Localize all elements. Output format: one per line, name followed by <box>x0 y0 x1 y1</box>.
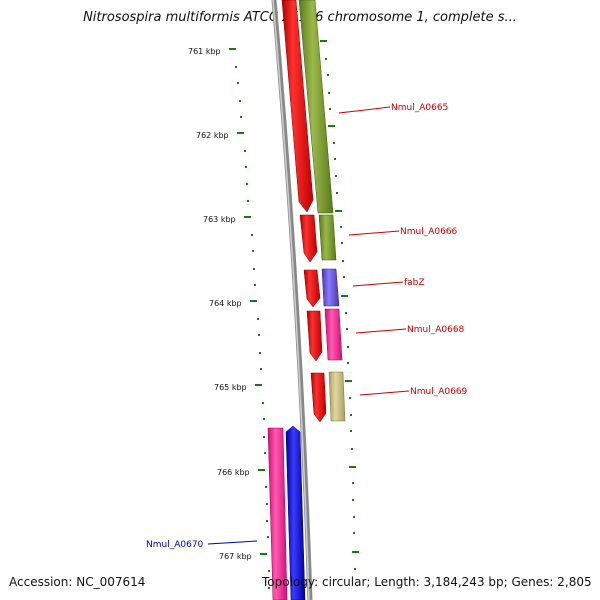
callout-line-nmul-a0665 <box>338 106 391 114</box>
gene-callout-lines <box>207 106 410 545</box>
accession-text: Accession: NC_007614 <box>9 575 146 589</box>
gene-feature-fabz[interactable] <box>321 268 340 307</box>
gene-track-outer <box>298 0 346 422</box>
gene-feature-nmul-a0670-cds[interactable] <box>285 425 306 600</box>
gene-label-fabz[interactable]: fabZ <box>404 278 425 288</box>
tick-label-767: 767 kbp <box>219 552 252 561</box>
topology-text: Topology: circular; Length: 3,184,243 bp… <box>262 575 592 589</box>
gene-labels: Nmul_A0665 Nmul_A0666 fabZ Nmul_A0668 Nm… <box>146 103 468 550</box>
gene-label-nmul-a0668[interactable]: Nmul_A0668 <box>407 325 465 335</box>
gene-track-left <box>267 425 306 600</box>
gene-feature-nmul-a0665[interactable] <box>298 0 334 214</box>
gene-feature-nmul-a0669-cds[interactable] <box>310 372 327 423</box>
gene-label-nmul-a0665[interactable]: Nmul_A0665 <box>391 103 448 113</box>
tick-label-765: 765 kbp <box>214 383 247 392</box>
tick-label-766: 766 kbp <box>217 468 250 477</box>
chromosome-backbone-highlight <box>272 0 310 600</box>
gene-feature-nmul-a0665-cds[interactable] <box>281 0 314 213</box>
scale-ticks-right <box>320 40 359 570</box>
scale-ticks-left <box>229 48 270 589</box>
callout-line-nmul-a0670 <box>207 540 258 545</box>
gene-feature-fabz-cds[interactable] <box>303 269 321 308</box>
gene-feature-nmul-a0669[interactable] <box>328 371 346 422</box>
gene-label-nmul-a0666[interactable]: Nmul_A0666 <box>400 227 458 237</box>
tick-label-761: 761 kbp <box>188 47 221 56</box>
scale-tick-labels: 761 kbp 762 kbp 763 kbp 764 kbp 765 kbp … <box>188 47 252 561</box>
gene-label-nmul-a0669[interactable]: Nmul_A0669 <box>410 387 468 397</box>
gene-feature-nmul-a0666-cds[interactable] <box>299 214 318 263</box>
gene-feature-nmul-a0668[interactable] <box>324 308 343 361</box>
tick-label-764: 764 kbp <box>209 299 242 308</box>
chromosome-backbone <box>271 0 313 600</box>
gene-label-nmul-a0670[interactable]: Nmul_A0670 <box>146 540 204 550</box>
callout-line-nmul-a0668 <box>355 328 407 334</box>
callout-line-fabz <box>352 281 404 287</box>
gene-feature-nmul-a0666[interactable] <box>318 214 337 261</box>
gene-feature-nmul-a0670[interactable] <box>267 427 288 600</box>
callout-line-nmul-a0669 <box>359 390 410 396</box>
callout-line-nmul-a0666 <box>348 230 400 236</box>
gene-feature-nmul-a0668-cds[interactable] <box>306 310 323 362</box>
map-title: Nitrosospira multiformis ATCC 25196 chro… <box>83 10 517 25</box>
tick-label-763: 763 kbp <box>203 215 236 224</box>
cds-track-red <box>281 0 327 423</box>
tick-label-762: 762 kbp <box>196 131 229 140</box>
